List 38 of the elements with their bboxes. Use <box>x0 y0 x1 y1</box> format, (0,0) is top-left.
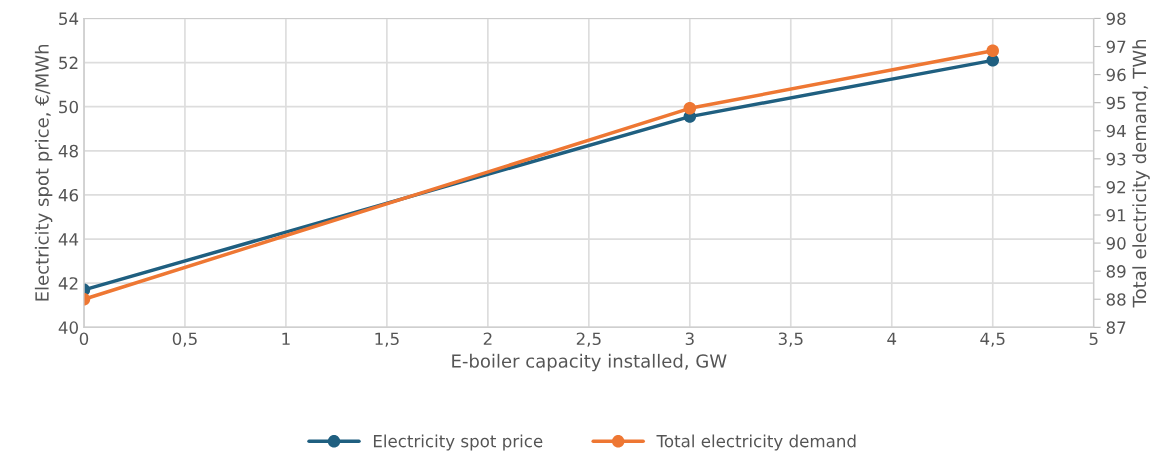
x-tick-label: 3,5 <box>778 332 803 347</box>
x-tick-label: 2 <box>483 332 492 345</box>
y-tick-label: 54 <box>59 12 79 26</box>
y2-tick-label: 94 <box>1106 124 1126 138</box>
x-tick-label: 3 <box>685 332 694 346</box>
y2-tick-label: 92 <box>1106 180 1126 194</box>
x-tick-label: 0,5 <box>172 332 197 347</box>
y-tick-label: 46 <box>58 188 79 202</box>
x-axis-title: E-boiler capacity installed, GW <box>452 353 727 372</box>
legend-label: Total electricity demand <box>656 434 856 451</box>
y-tick-label: 44 <box>58 233 79 246</box>
x-tick-label: 2,5 <box>576 332 601 347</box>
y-axis-title: Electricity spot price, €/MWh <box>34 44 53 301</box>
y-tick-label: 42 <box>58 277 78 290</box>
y2-axis-title: Total electricity demand, TWh <box>1132 39 1150 308</box>
y-tick-label: 48 <box>58 144 78 158</box>
y2-tick-label: 91 <box>1106 208 1126 222</box>
x-tick-label: 5 <box>1089 332 1098 346</box>
y2-tick-label: 90 <box>1106 237 1126 250</box>
y2-tick-label: 97 <box>1106 40 1126 54</box>
y-tick-label: 40 <box>58 321 78 334</box>
point <box>986 44 999 57</box>
y2-tick-label: 93 <box>1106 152 1126 166</box>
legend-label: Electricity spot price <box>373 434 543 451</box>
point <box>683 102 697 115</box>
x-tick-label: 1 <box>282 332 290 345</box>
y2-tick-label: 89 <box>1106 265 1126 278</box>
y-tick-label: 50 <box>59 100 78 114</box>
y2-tick-label: 95 <box>1106 96 1126 110</box>
x-tick-label: 4,5 <box>980 332 1005 347</box>
y2-tick-label: 88 <box>1106 293 1126 306</box>
x-tick-label: 1,5 <box>375 332 399 347</box>
y-tick-label: 52 <box>59 56 78 70</box>
x-tick-label: 0 <box>79 332 89 346</box>
y2-tick-label: 96 <box>1106 68 1126 82</box>
y2-tick-label: 87 <box>1106 321 1126 334</box>
x-tick-label: 4 <box>887 332 897 345</box>
y2-tick-label: 98 <box>1106 12 1126 26</box>
